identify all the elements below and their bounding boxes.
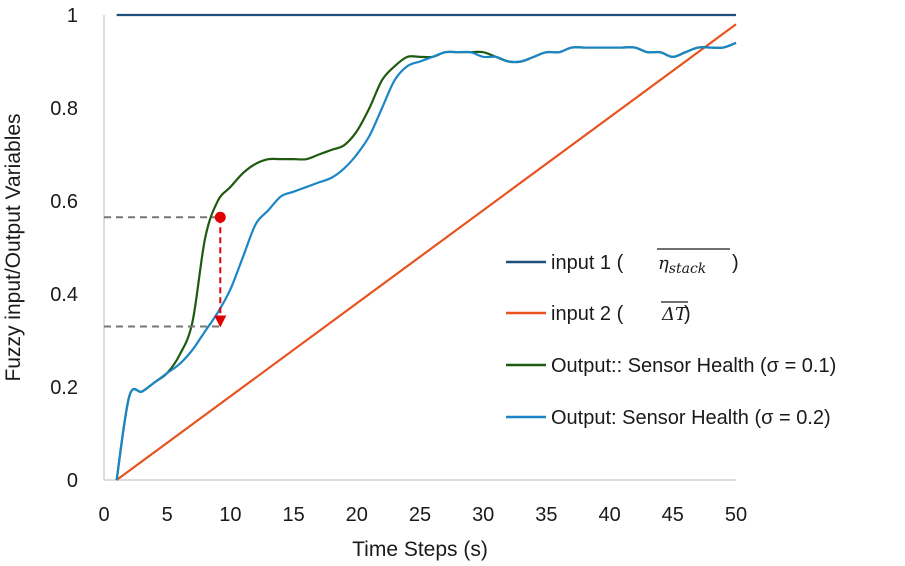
- x-tick-label: 20: [346, 504, 368, 526]
- legend-close-paren: ): [684, 303, 691, 325]
- y-axis-title: Fuzzy input/Output Variables: [2, 113, 25, 381]
- legend-label: input 2 (: [551, 303, 624, 325]
- x-tick-label: 30: [472, 504, 494, 526]
- x-tick-label: 0: [98, 504, 109, 526]
- y-tick-label: 0.4: [50, 284, 78, 306]
- legend-label: Output: Sensor Health (σ = 0.2): [551, 407, 831, 429]
- annotation-layer: [104, 211, 227, 328]
- series-output-sigma-0-2-line: [115, 41, 737, 481]
- annotation-point: [214, 211, 226, 223]
- x-tick-label: 25: [409, 504, 431, 526]
- series-layer: [115, 13, 737, 481]
- x-axis-ticks: 0 5 10 15 20 25 30 35 40 45 50: [98, 504, 747, 526]
- legend-label: input 1 (: [551, 252, 624, 274]
- legend: input 1 (ηstack)input 2 (ΔT)Output:: Sen…: [506, 248, 836, 429]
- legend-symbol-delta-t: ΔT: [661, 304, 689, 325]
- series-input-2-line: [115, 23, 737, 481]
- x-tick-label: 15: [282, 504, 304, 526]
- x-tick-label: 45: [662, 504, 684, 526]
- legend-item-output-sigma-0-1: Output:: Sensor Health (σ = 0.1): [506, 355, 836, 377]
- drop-arrow-head: [214, 315, 227, 328]
- x-tick-label: 5: [162, 504, 173, 526]
- x-tick-label: 40: [598, 504, 620, 526]
- y-axis-ticks: 0 0.2 0.4 0.6 0.8 1: [50, 5, 78, 492]
- x-axis-title: Time Steps (s): [352, 538, 488, 561]
- legend-item-output-sigma-0-2: Output: Sensor Health (σ = 0.2): [506, 407, 831, 429]
- y-tick-label: 1: [67, 5, 78, 27]
- legend-item-input-1: input 1 ( ηstack): [506, 248, 739, 277]
- legend-item-input-2: input 2 ( ΔT): [506, 301, 691, 325]
- x-tick-label: 50: [725, 504, 747, 526]
- y-tick-label: 0.8: [50, 98, 78, 120]
- y-tick-label: 0: [67, 470, 78, 492]
- legend-label: Output:: Sensor Health (σ = 0.1): [551, 355, 836, 377]
- legend-symbol-eta-stack: ηstack: [658, 253, 706, 277]
- legend-close-paren: ): [732, 252, 739, 274]
- x-tick-label: 10: [219, 504, 241, 526]
- y-tick-label: 0.6: [50, 191, 78, 213]
- x-tick-label: 35: [535, 504, 557, 526]
- y-tick-label: 0.2: [50, 377, 78, 399]
